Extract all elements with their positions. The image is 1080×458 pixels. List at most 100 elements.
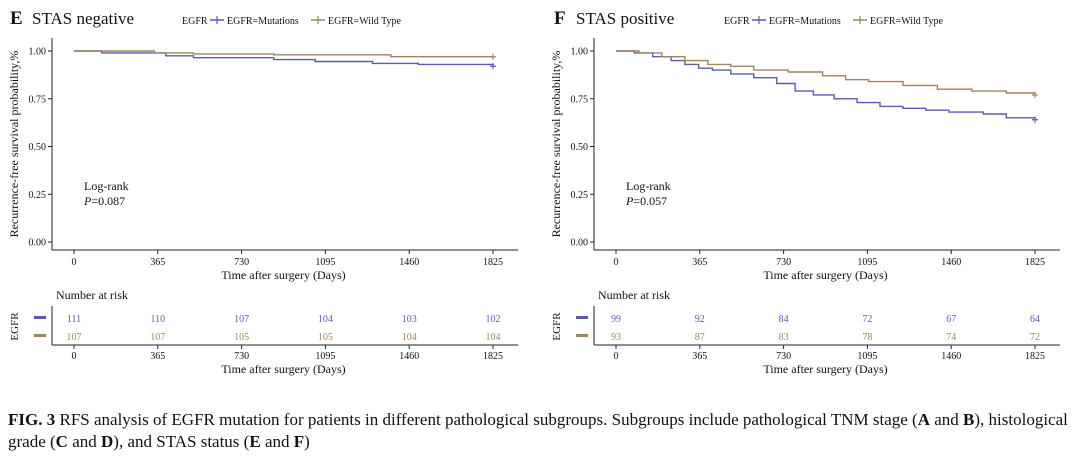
survival-curve-wild-type bbox=[74, 50, 493, 58]
y-axis-label: Recurrence-free survival probability,% bbox=[549, 51, 563, 238]
risk-value: 105 bbox=[234, 332, 249, 343]
x-tick-label: 730 bbox=[776, 257, 791, 268]
caption-text: RFS analysis of EGFR mutation for patien… bbox=[55, 410, 918, 429]
y-tick-label: 0.00 bbox=[571, 238, 589, 249]
x-tick-label: 365 bbox=[150, 257, 165, 268]
risk-value: 87 bbox=[695, 332, 705, 343]
risk-value: 84 bbox=[779, 314, 789, 325]
risk-x-axis-label: Time after surgery (Days) bbox=[763, 362, 887, 376]
caption-text: and bbox=[260, 432, 294, 451]
survival-curve-mutations bbox=[74, 50, 494, 67]
risk-x-tick-label: 365 bbox=[150, 351, 165, 362]
x-tick-label: 1825 bbox=[1025, 257, 1045, 268]
risk-value: 111 bbox=[67, 314, 81, 325]
risk-value: 74 bbox=[946, 332, 956, 343]
risk-value: 72 bbox=[862, 314, 872, 325]
panel-e: E STAS negative EGFR EGFR=Mutations EGFR=Wil… bbox=[7, 8, 518, 376]
risk-value: 104 bbox=[486, 332, 501, 343]
p-value: P=0.057 bbox=[625, 194, 667, 208]
y-tick-label: 1.00 bbox=[29, 47, 47, 58]
y-axis-label: Recurrence-free survival probability,% bbox=[7, 51, 21, 238]
risk-value: 78 bbox=[862, 332, 872, 343]
panel-letter: F bbox=[554, 8, 566, 29]
risk-value: 67 bbox=[946, 314, 956, 325]
risk-table-title: Number at risk bbox=[56, 288, 128, 302]
legend-entry: EGFR=Mutations bbox=[769, 16, 841, 27]
y-tick-label: 0.75 bbox=[571, 94, 589, 105]
risk-x-tick-label: 1460 bbox=[941, 351, 961, 362]
risk-value: 105 bbox=[318, 332, 333, 343]
caption-ref-b: B bbox=[963, 410, 975, 429]
x-axis-label: Time after surgery (Days) bbox=[221, 268, 345, 282]
risk-value: 107 bbox=[234, 314, 249, 325]
risk-x-tick-label: 730 bbox=[234, 351, 249, 362]
risk-value: 107 bbox=[150, 332, 165, 343]
risk-value: 110 bbox=[150, 314, 165, 325]
km-figure: E STAS negative EGFR EGFR=Mutations EGFR=Wil… bbox=[7, 8, 1060, 376]
risk-value: 107 bbox=[67, 332, 82, 343]
survival-curve-mutations bbox=[616, 50, 1036, 120]
risk-x-tick-label: 730 bbox=[776, 351, 791, 362]
risk-row-swatch bbox=[34, 334, 46, 337]
risk-x-tick-label: 1460 bbox=[399, 351, 419, 362]
x-tick-label: 1095 bbox=[857, 257, 877, 268]
risk-value: 104 bbox=[402, 332, 417, 343]
legend-entry: EGFR=Wild Type bbox=[870, 16, 944, 27]
risk-x-tick-label: 365 bbox=[692, 351, 707, 362]
y-tick-label: 0.50 bbox=[571, 142, 589, 153]
risk-table-row-label: EGFR bbox=[9, 312, 21, 341]
risk-row-swatch bbox=[34, 316, 46, 319]
x-tick-label: 1095 bbox=[315, 257, 335, 268]
risk-x-tick-label: 1825 bbox=[483, 351, 503, 362]
risk-row-swatch bbox=[576, 316, 588, 319]
censor-mark bbox=[490, 63, 496, 70]
censor-mark bbox=[1032, 116, 1038, 123]
legend-title: EGFR bbox=[182, 16, 208, 27]
panel-f: F STAS positive EGFR EGFR=Mutations EGFR=Wil… bbox=[549, 8, 1060, 376]
logrank-label: Log-rank bbox=[626, 179, 671, 193]
x-tick-label: 0 bbox=[614, 257, 619, 268]
caption-ref-f: F bbox=[293, 432, 305, 451]
y-tick-label: 0.00 bbox=[29, 238, 47, 249]
risk-value: 72 bbox=[1030, 332, 1040, 343]
p-value-symbol: P bbox=[625, 194, 634, 208]
x-axis-label: Time after surgery (Days) bbox=[763, 268, 887, 282]
x-tick-label: 1460 bbox=[941, 257, 961, 268]
risk-row-swatch bbox=[576, 334, 588, 337]
p-value-number: =0.087 bbox=[91, 194, 125, 208]
caption-text: and bbox=[930, 410, 964, 429]
caption-label: FIG. 3 bbox=[8, 410, 56, 429]
risk-x-tick-label: 1095 bbox=[315, 351, 335, 362]
panel-title: STAS negative bbox=[32, 9, 134, 28]
x-tick-label: 365 bbox=[692, 257, 707, 268]
x-tick-label: 0 bbox=[72, 257, 77, 268]
y-tick-label: 0.75 bbox=[29, 94, 47, 105]
y-tick-label: 0.25 bbox=[29, 190, 47, 201]
logrank-label: Log-rank bbox=[84, 179, 129, 193]
caption-ref-c: C bbox=[55, 432, 68, 451]
risk-value: 93 bbox=[611, 332, 621, 343]
risk-value: 103 bbox=[402, 314, 417, 325]
x-tick-label: 1825 bbox=[483, 257, 503, 268]
risk-value: 92 bbox=[695, 314, 705, 325]
caption-ref-d: D bbox=[101, 432, 114, 451]
caption-ref-e: E bbox=[249, 432, 261, 451]
risk-value: 104 bbox=[318, 314, 333, 325]
risk-value: 99 bbox=[611, 314, 621, 325]
panel-letter: E bbox=[10, 8, 23, 29]
risk-x-axis-label: Time after surgery (Days) bbox=[221, 362, 345, 376]
caption-text: ) bbox=[304, 432, 310, 451]
x-tick-label: 1460 bbox=[399, 257, 419, 268]
risk-table-title: Number at risk bbox=[598, 288, 670, 302]
figure-caption: FIG. 3 RFS analysis of EGFR mutation for… bbox=[8, 409, 1074, 453]
risk-value: 83 bbox=[779, 332, 789, 343]
risk-x-tick-label: 0 bbox=[614, 351, 619, 362]
survival-curve-wild-type bbox=[616, 50, 1036, 95]
legend-entry: EGFR=Wild Type bbox=[328, 16, 402, 27]
risk-x-tick-label: 0 bbox=[72, 351, 77, 362]
legend-entry: EGFR=Mutations bbox=[227, 16, 299, 27]
caption-ref-a: A bbox=[917, 410, 930, 429]
x-tick-label: 730 bbox=[234, 257, 249, 268]
p-value: P=0.087 bbox=[83, 194, 125, 208]
panel-title: STAS positive bbox=[576, 9, 674, 28]
